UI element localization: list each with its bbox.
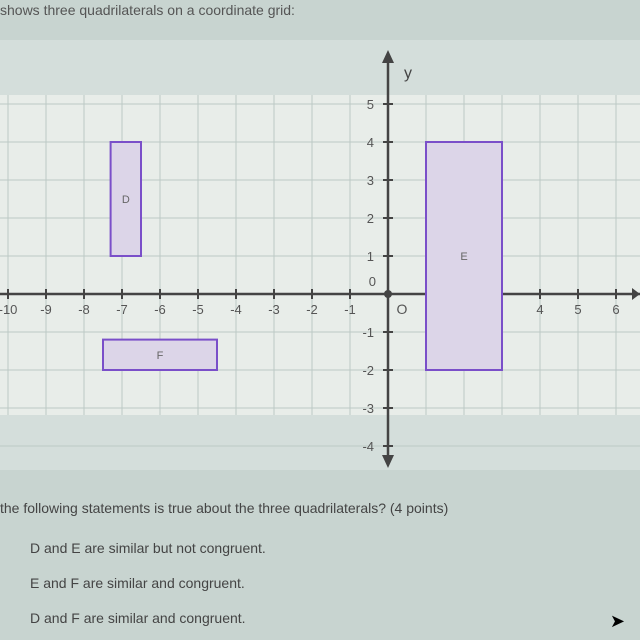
svg-text:-7: -7 (116, 302, 128, 317)
coordinate-grid-svg: -10 -9 -8 -7 -6 -5 -4 -3 -2 -1 4 5 6 5 4 3 2 1 -1 -2 -3 -4 0 Oy… (0, 40, 640, 470)
svg-text:D: D (122, 194, 130, 206)
svg-text:y: y (404, 65, 412, 82)
svg-text:F: F (157, 350, 164, 362)
svg-text:4: 4 (367, 135, 374, 150)
svg-text:1: 1 (367, 249, 374, 264)
svg-text:-1: -1 (362, 325, 374, 340)
svg-text:-5: -5 (192, 302, 204, 317)
answer-choice-a[interactable]: D and E are similar but not congruent. (30, 540, 266, 556)
svg-text:5: 5 (574, 302, 581, 317)
svg-text:-4: -4 (230, 302, 242, 317)
svg-text:O: O (397, 301, 408, 317)
svg-text:-1: -1 (344, 302, 356, 317)
svg-text:E: E (460, 251, 467, 263)
question-intro: shows three quadrilaterals on a coordina… (0, 2, 295, 18)
svg-text:-3: -3 (362, 401, 374, 416)
svg-text:0: 0 (369, 274, 376, 289)
question-prompt: the following statements is true about t… (0, 500, 448, 516)
svg-text:6: 6 (612, 302, 619, 317)
svg-text:-2: -2 (306, 302, 318, 317)
coordinate-grid-container: -10 -9 -8 -7 -6 -5 -4 -3 -2 -1 4 5 6 5 4 3 2 1 -1 -2 -3 -4 0 Oy… (0, 40, 640, 470)
svg-text:4: 4 (536, 302, 543, 317)
svg-text:-10: -10 (0, 302, 17, 317)
svg-text:5: 5 (367, 97, 374, 112)
answer-choice-b[interactable]: E and F are similar and congruent. (30, 575, 245, 591)
svg-text:-3: -3 (268, 302, 280, 317)
svg-text:-4: -4 (362, 439, 374, 454)
svg-text:-2: -2 (362, 363, 374, 378)
svg-text:-9: -9 (40, 302, 52, 317)
svg-text:3: 3 (367, 173, 374, 188)
svg-text:2: 2 (367, 211, 374, 226)
svg-text:-8: -8 (78, 302, 90, 317)
cursor-icon: ➤ (610, 611, 625, 632)
svg-text:-6: -6 (154, 302, 166, 317)
answer-choice-c[interactable]: D and F are similar and congruent. (30, 610, 246, 626)
